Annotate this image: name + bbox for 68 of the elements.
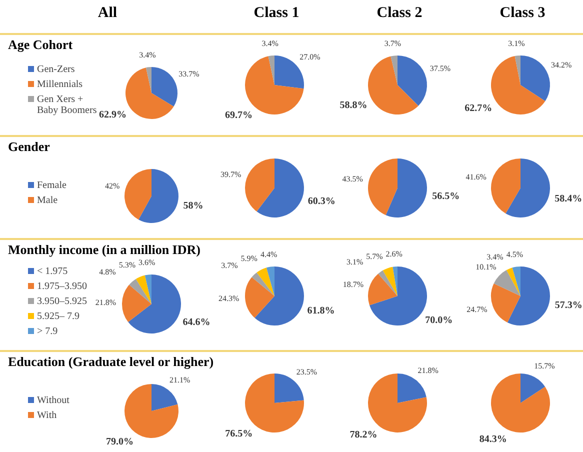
data-label: 27.0% [300, 52, 321, 62]
chart-title: Class 1 [252, 5, 300, 22]
data-label: 56.5% [432, 190, 460, 202]
legend-label: 1.975–3.950 [37, 280, 87, 292]
chart-title: Class 2 [376, 5, 424, 22]
data-label: 10.1% [476, 262, 497, 272]
data-label: 23.5% [296, 367, 318, 376]
data-label: 5.7% [366, 252, 384, 261]
legend-label: Gen Xers + Baby Boomers [37, 94, 98, 116]
legend-label: Female [37, 180, 66, 191]
data-label: 61.8% [307, 306, 335, 317]
data-label: 34.2% [550, 60, 572, 70]
data-label: 33.7% [178, 69, 200, 78]
legend-label: Male [37, 195, 58, 206]
data-label: 3.4% [262, 38, 279, 48]
data-label: 76.5% [225, 428, 253, 440]
data-label: 3.7% [384, 38, 402, 48]
data-label: 21.8% [418, 366, 439, 375]
data-label: 58.4% [554, 193, 582, 204]
data-label: 21.8% [95, 298, 116, 307]
data-label: 78.2% [350, 430, 378, 441]
legend-label: > 7.9 [37, 326, 58, 336]
legend-label: Millennials [37, 79, 83, 90]
data-label: 3.6% [138, 258, 156, 267]
data-label: 37.5% [430, 64, 451, 74]
data-label: 62.7% [464, 102, 492, 114]
legend-label: Gen-Zers [37, 64, 75, 75]
data-label: 42% [105, 181, 120, 190]
data-label: 57.3% [554, 300, 582, 312]
data-label: 18.7% [342, 280, 364, 290]
data-label: 4.5% [506, 250, 524, 260]
data-label: 5.9% [240, 254, 258, 263]
data-label: 62.9% [99, 110, 127, 121]
data-label: 3.4% [486, 252, 504, 262]
data-label: 15.7% [534, 362, 556, 371]
data-label: 39.7% [220, 170, 242, 179]
chart-title: All [96, 5, 118, 22]
data-label: 43.5% [342, 174, 364, 184]
legend-title: Age Cohort [8, 37, 73, 53]
legend-label: 3.950–5.925 [37, 296, 87, 306]
data-label: 3.1% [346, 257, 364, 266]
data-label: 21.1% [169, 375, 190, 384]
data-label: 41.6% [466, 172, 487, 182]
data-label: 60.3% [308, 196, 336, 207]
chart-title: Class 3 [498, 5, 546, 22]
legend-label: 5.925– 7.9 [37, 310, 80, 322]
data-label: 70.0% [425, 314, 453, 326]
legend-title: Monthly income (in a million IDR) [8, 242, 200, 258]
legend-title: Education (Graduate level or higher) [8, 354, 214, 370]
data-label: 64.6% [182, 316, 210, 328]
data-label: 3.7% [221, 261, 238, 270]
data-label: 79.0% [106, 436, 134, 448]
legend-label: Without [37, 395, 70, 406]
data-label: 3.4% [139, 50, 156, 60]
data-label: 24.7% [466, 304, 488, 314]
legend-title: Gender [8, 139, 50, 155]
data-label: 2.6% [386, 250, 403, 259]
data-label: 4.8% [99, 268, 116, 277]
data-label: 3.1% [508, 38, 526, 48]
data-label: 24.3% [218, 294, 240, 304]
data-label: 5.3% [118, 260, 136, 270]
data-label: 58.8% [340, 100, 368, 111]
data-label: 84.3% [479, 434, 507, 446]
legend-label: With [37, 410, 57, 421]
data-label: 58% [183, 200, 204, 212]
data-label: 4.4% [260, 250, 278, 259]
data-label: 69.7% [224, 110, 252, 122]
legend-label: < 1.975 [37, 266, 68, 276]
